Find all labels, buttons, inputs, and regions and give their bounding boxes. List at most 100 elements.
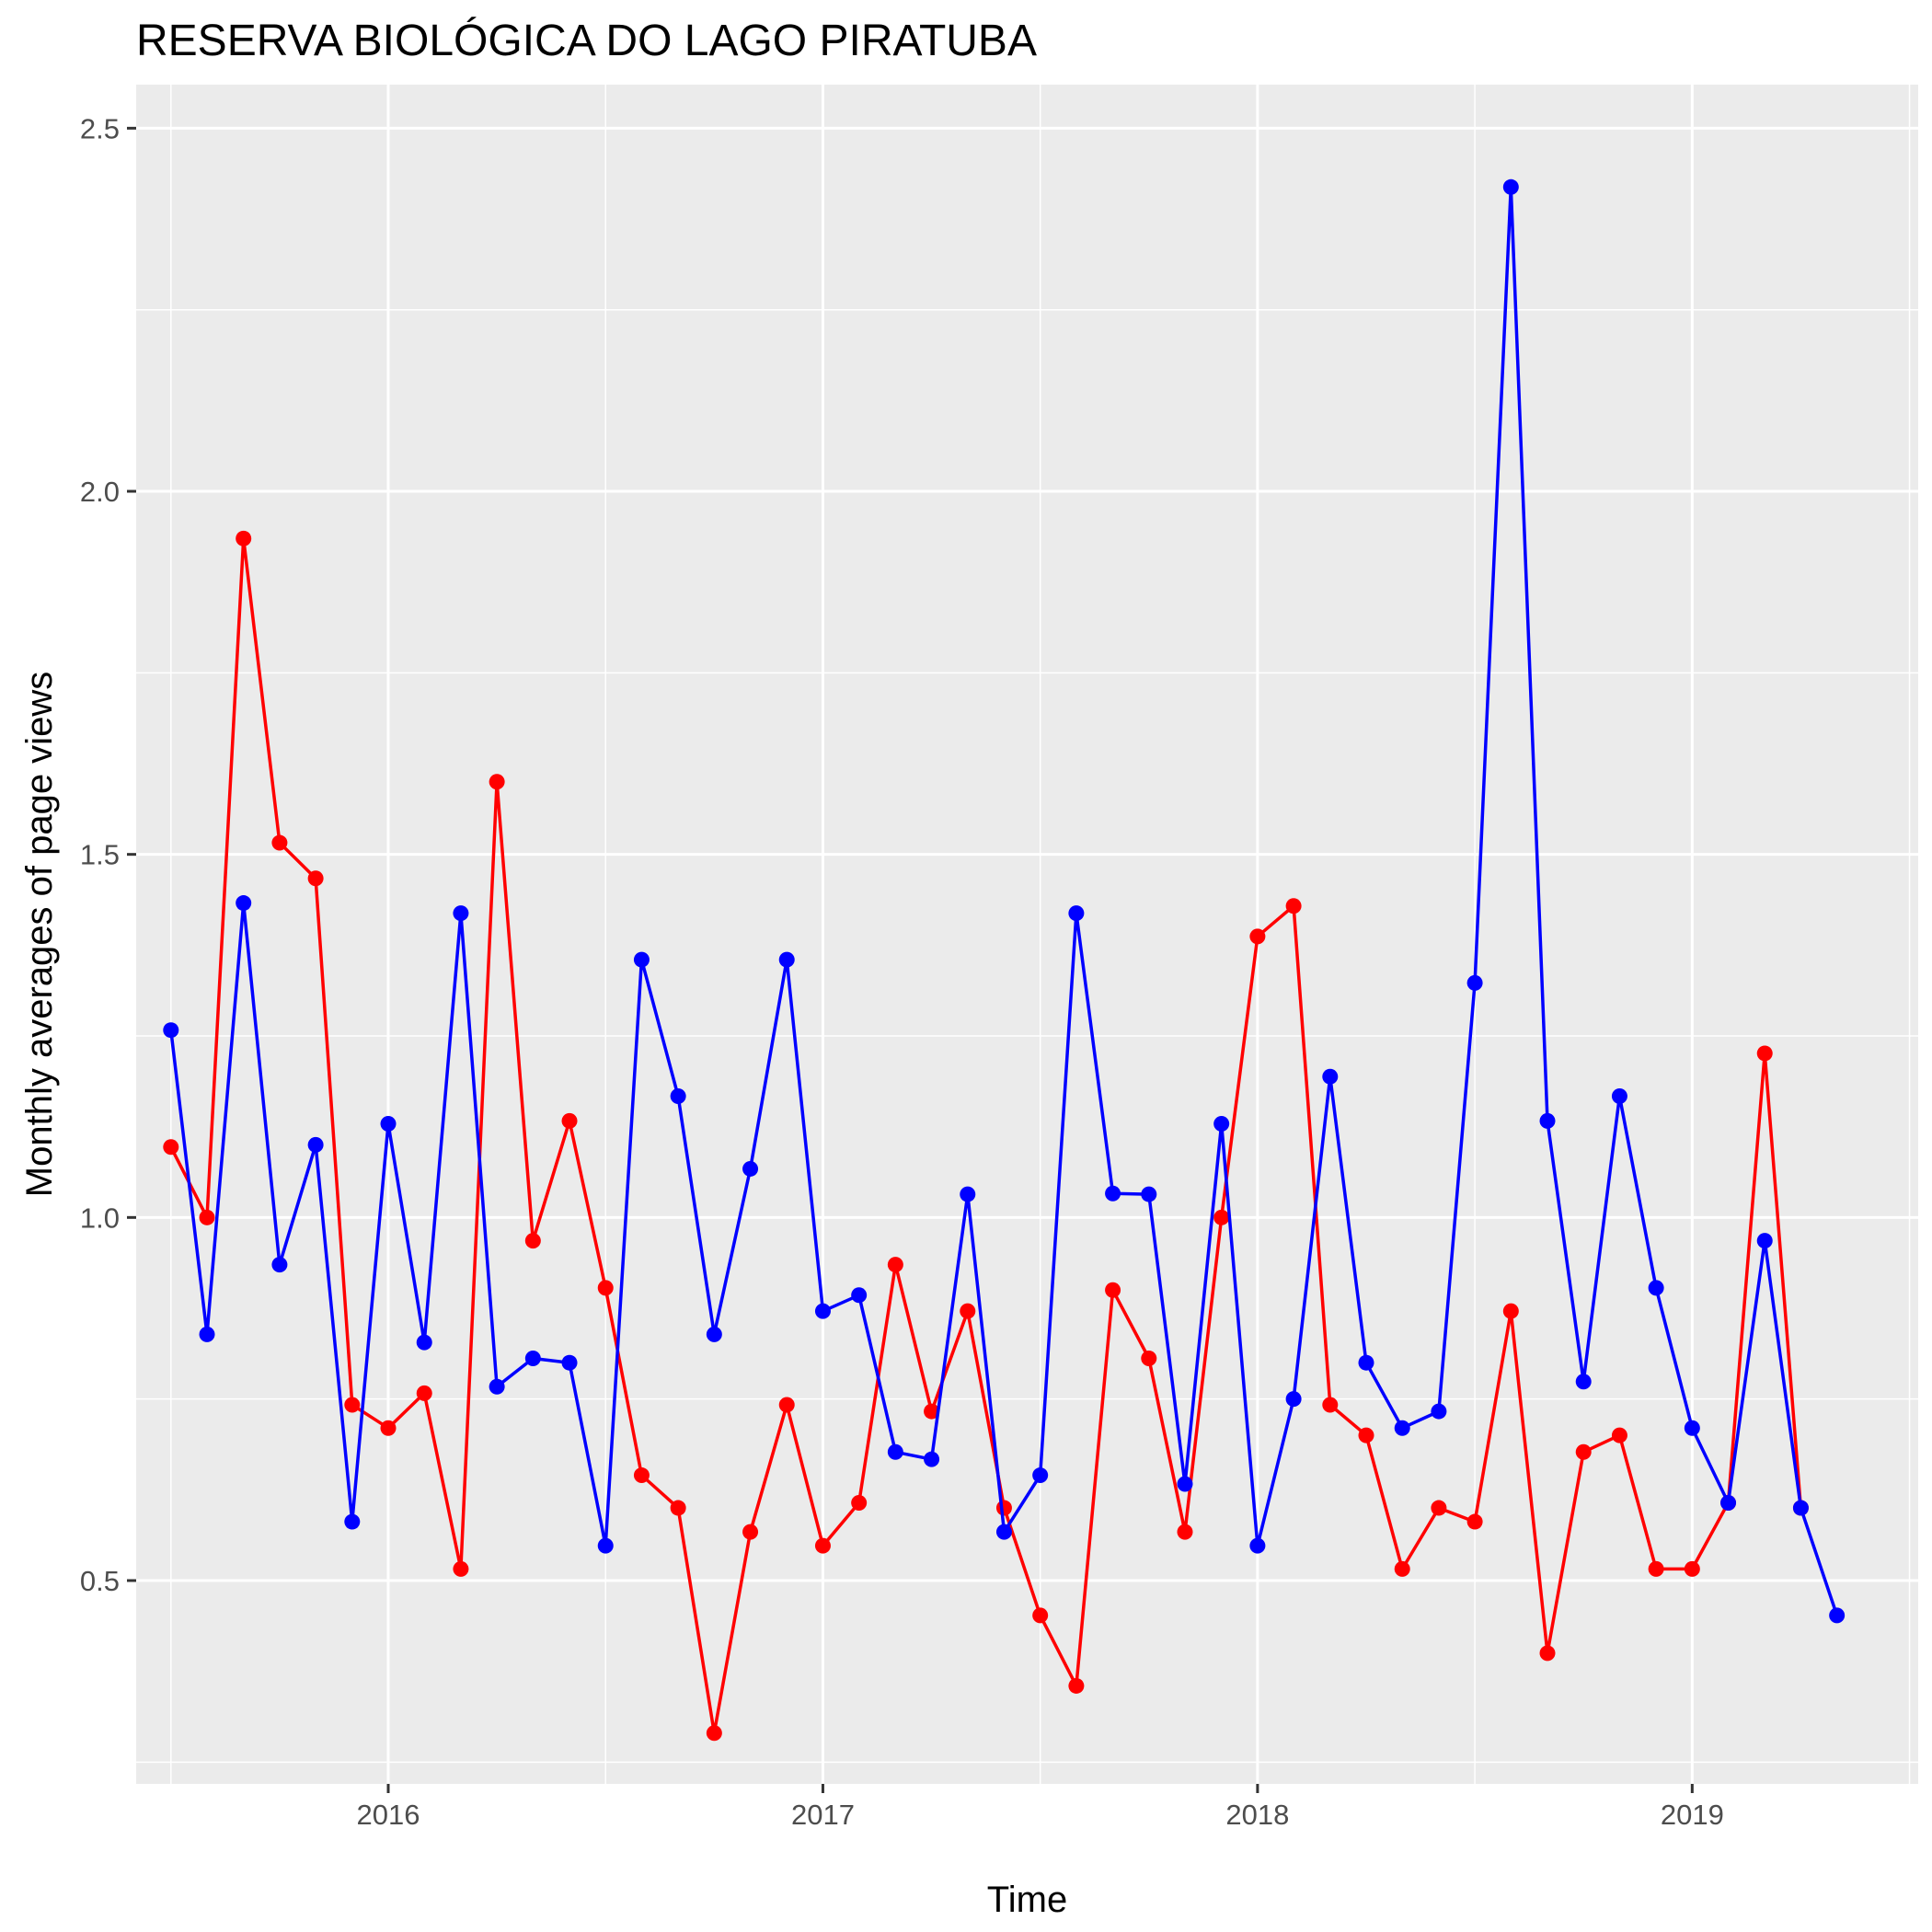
y-tick-label: 2.5	[80, 112, 120, 144]
y-tick-label: 1.0	[80, 1202, 120, 1234]
series-2-point	[1068, 905, 1085, 922]
series-2-point	[307, 1136, 324, 1153]
series-1-point	[1285, 898, 1302, 914]
series-1-point	[1177, 1524, 1193, 1540]
series-2-point	[1539, 1112, 1556, 1129]
series-2-point	[344, 1513, 361, 1530]
y-tick-label: 2.0	[80, 476, 120, 508]
series-1-point	[380, 1420, 397, 1436]
series-2-point	[1285, 1391, 1302, 1408]
series-2-point	[1684, 1420, 1700, 1436]
major-gridlines-y	[136, 126, 1918, 1582]
y-axis: 0.5 1.0 1.5 2.0 2.5	[80, 112, 136, 1597]
series-2-point	[1394, 1420, 1410, 1436]
series-2-point	[489, 1378, 505, 1395]
series-1-point	[271, 834, 288, 851]
series-2-point	[778, 951, 795, 968]
series-1-point	[163, 1139, 179, 1156]
series-2-point	[1466, 974, 1483, 991]
series-1-point	[524, 1233, 541, 1249]
series-1-point	[633, 1467, 650, 1484]
series-1-point	[887, 1257, 903, 1273]
series-1-point	[1213, 1209, 1230, 1225]
minor-gridlines-x	[170, 85, 1911, 1784]
series-1-point	[706, 1725, 722, 1742]
series-2-point	[851, 1287, 868, 1304]
x-tick-label: 2018	[1225, 1799, 1289, 1831]
series-2-point	[633, 951, 650, 968]
series-2-point	[1141, 1186, 1157, 1202]
x-tick-label: 2019	[1661, 1799, 1724, 1831]
series-1-point	[960, 1303, 976, 1319]
series-1-point	[1575, 1443, 1592, 1460]
x-axis: 2016 2017 2018 2019	[357, 1784, 1724, 1831]
series-1-point	[1249, 928, 1266, 945]
series-2-point	[1502, 178, 1519, 195]
series-1-point	[236, 530, 252, 546]
series-2-point	[1792, 1500, 1809, 1516]
minor-gridlines-y	[136, 308, 1918, 1764]
series-1-point	[1466, 1513, 1483, 1530]
series-2-point	[1829, 1607, 1846, 1624]
y-tick-label: 0.5	[80, 1565, 120, 1597]
series-2-point	[814, 1303, 831, 1319]
series-2-point	[380, 1116, 397, 1133]
series-2-point	[1611, 1088, 1627, 1105]
series-1-point	[1141, 1350, 1157, 1366]
series-1-point	[742, 1524, 759, 1540]
x-axis-title: Time	[987, 1880, 1067, 1920]
series-1-point	[416, 1385, 432, 1401]
series-1-point	[1648, 1560, 1664, 1577]
series-2-point	[416, 1334, 432, 1351]
x-tick-label: 2017	[791, 1799, 855, 1831]
series-2-point	[163, 1022, 179, 1039]
series-1-point	[1358, 1427, 1374, 1443]
series-2-point	[597, 1537, 614, 1554]
series-2-point	[453, 905, 469, 922]
series-2-point	[960, 1186, 976, 1202]
series-1-point	[1394, 1560, 1410, 1577]
series-2-point	[1575, 1374, 1592, 1390]
series-1-point	[778, 1397, 795, 1413]
series-2-point	[271, 1257, 288, 1273]
series-1-point	[1502, 1303, 1519, 1319]
series-2-point	[887, 1443, 903, 1460]
series-2-point	[1032, 1467, 1049, 1484]
series-2-point	[199, 1326, 215, 1342]
x-tick-label: 2016	[357, 1799, 420, 1831]
series-layer	[163, 178, 1846, 1742]
series-1-point	[924, 1403, 940, 1420]
series-2-point	[1720, 1495, 1737, 1512]
series-2-point	[1213, 1116, 1230, 1133]
series-1-point	[1032, 1607, 1049, 1624]
series-2-point	[1431, 1403, 1447, 1420]
series-1-point	[199, 1209, 215, 1225]
series-1-point	[1431, 1500, 1447, 1516]
series-2-point	[236, 895, 252, 912]
series-1-point	[851, 1495, 868, 1512]
series-1-point	[344, 1397, 361, 1413]
series-2-point	[924, 1451, 940, 1467]
series-2-point	[706, 1326, 722, 1342]
series-2-point	[561, 1354, 578, 1371]
series-line-1	[169, 536, 1803, 1735]
series-1-point	[1684, 1560, 1700, 1577]
chart-title: RESERVA BIOLÓGICA DO LAGO PIRATUBA	[136, 16, 1037, 65]
series-1-point	[814, 1537, 831, 1554]
series-2-point	[1249, 1537, 1266, 1554]
series-1-point	[1322, 1397, 1339, 1413]
plot-panel	[136, 85, 1918, 1784]
series-1-point	[453, 1560, 469, 1577]
series-2-point	[1322, 1068, 1339, 1085]
series-2-point	[1358, 1354, 1374, 1371]
y-tick-label: 1.5	[80, 839, 120, 871]
series-2-point	[1648, 1280, 1664, 1296]
series-2-point	[995, 1524, 1012, 1540]
series-1-point	[597, 1280, 614, 1296]
series-2-point	[1177, 1476, 1193, 1492]
series-1-point	[489, 774, 505, 790]
series-1-point	[995, 1500, 1012, 1516]
series-1-point	[1539, 1645, 1556, 1662]
series-2-point	[524, 1350, 541, 1366]
